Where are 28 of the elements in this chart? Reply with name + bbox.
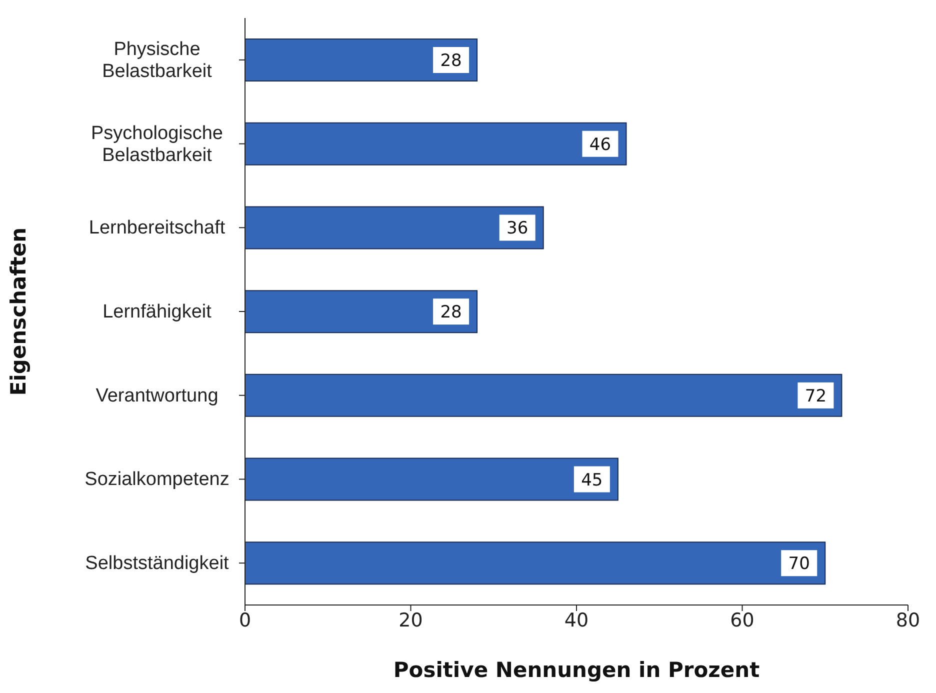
bar [245, 122, 627, 166]
data-label: 45 [581, 470, 603, 490]
y-tick-label: Verantwortung [96, 385, 218, 406]
data-label: 70 [788, 554, 810, 574]
x-axis-title: Positive Nennungen in Prozent [393, 658, 760, 682]
data-label: 36 [506, 218, 528, 239]
data-label: 72 [804, 386, 827, 406]
bar [245, 38, 478, 82]
y-tick-label: Sozialkompetenz [84, 469, 230, 490]
y-axis-title: Eigenschaften [6, 227, 30, 396]
y-tick-label: Selbstständigkeit [85, 553, 230, 574]
bar [245, 290, 478, 334]
bar [245, 542, 826, 585]
y-tick-label: Lernbereitschaft [88, 218, 226, 239]
x-tick-label: 0 [238, 609, 252, 632]
y-tick-label: Physische Belastbarkeit [102, 38, 213, 82]
x-tick-label: 80 [896, 609, 920, 632]
bar [245, 458, 618, 501]
x-tick-label: 20 [398, 609, 423, 632]
y-tick-label: Lernfähigkeit [102, 302, 212, 322]
bar [245, 374, 842, 417]
bar [245, 206, 544, 250]
data-label: 46 [589, 134, 612, 155]
data-label: 28 [440, 302, 462, 323]
x-tick-label: 60 [730, 609, 754, 632]
data-label: 28 [440, 51, 462, 71]
y-tick-label: Psychologische Belastbarkeit [90, 122, 224, 166]
x-tick-label: 40 [564, 609, 589, 632]
